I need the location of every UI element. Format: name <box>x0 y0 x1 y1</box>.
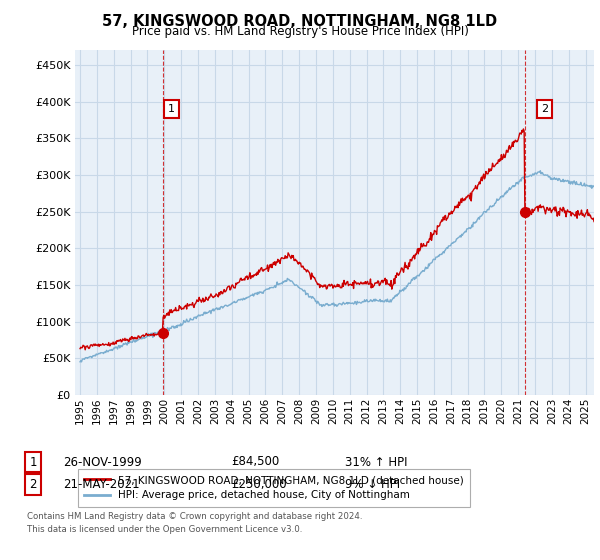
Text: 21-MAY-2021: 21-MAY-2021 <box>63 478 140 491</box>
Text: 2: 2 <box>29 478 37 491</box>
Text: 9% ↓ HPI: 9% ↓ HPI <box>345 478 400 491</box>
Text: 1: 1 <box>168 104 175 114</box>
Text: 26-NOV-1999: 26-NOV-1999 <box>63 455 142 469</box>
Text: £250,000: £250,000 <box>231 478 287 491</box>
Text: Contains HM Land Registry data © Crown copyright and database right 2024.
This d: Contains HM Land Registry data © Crown c… <box>27 512 362 534</box>
Text: 57, KINGSWOOD ROAD, NOTTINGHAM, NG8 1LD: 57, KINGSWOOD ROAD, NOTTINGHAM, NG8 1LD <box>103 14 497 29</box>
Legend: 57, KINGSWOOD ROAD, NOTTINGHAM, NG8 1LD (detached house), HPI: Average price, de: 57, KINGSWOOD ROAD, NOTTINGHAM, NG8 1LD … <box>77 469 470 507</box>
Text: £84,500: £84,500 <box>231 455 279 469</box>
Text: Price paid vs. HM Land Registry's House Price Index (HPI): Price paid vs. HM Land Registry's House … <box>131 25 469 38</box>
Text: 2: 2 <box>541 104 548 114</box>
Text: 31% ↑ HPI: 31% ↑ HPI <box>345 455 407 469</box>
Text: 1: 1 <box>29 455 37 469</box>
